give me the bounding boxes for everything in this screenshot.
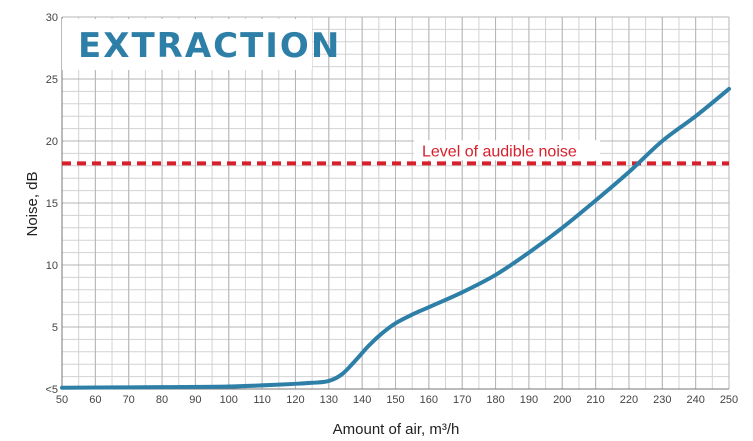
- x-tick-label: 80: [156, 394, 168, 406]
- reference-line-label: Level of audible noise: [422, 143, 577, 160]
- x-tick-labels: 50 60 70 80 90 100 110 120 130 140 150 160 170 180 190…: [56, 394, 738, 406]
- x-tick-label: 160: [420, 394, 438, 406]
- y-tick-label: 25: [46, 74, 58, 86]
- y-tick-labels: <5 5 10 15 20 25 30: [45, 12, 58, 396]
- x-tick-label: 220: [620, 394, 638, 406]
- x-tick-label: 210: [586, 394, 604, 406]
- title-badge-background: [62, 19, 312, 70]
- title-badge: EXTRACTION: [62, 19, 341, 70]
- y-tick-label: 15: [46, 198, 58, 210]
- x-tick-label: 90: [189, 394, 201, 406]
- x-tick-label: 170: [453, 394, 471, 406]
- x-tick-label: 180: [486, 394, 504, 406]
- noise-curve: [60, 86, 731, 390]
- y-tick-label: 30: [46, 12, 58, 24]
- x-tick-label: 140: [353, 394, 371, 406]
- x-tick-label: 120: [286, 394, 304, 406]
- x-tick-label: 60: [89, 394, 101, 406]
- x-tick-label: 250: [720, 394, 738, 406]
- x-tick-label: 150: [386, 394, 404, 406]
- x-tick-label: 190: [520, 394, 538, 406]
- y-tick-label: 10: [46, 260, 58, 272]
- reference-label-background: [414, 140, 600, 161]
- x-tick-label: 70: [123, 394, 135, 406]
- x-tick-label: 50: [56, 394, 68, 406]
- y-tick-label: <5: [45, 384, 58, 396]
- x-tick-label: 100: [220, 394, 238, 406]
- x-tick-label: 130: [320, 394, 338, 406]
- y-axis-title: Noise, dB: [24, 171, 41, 236]
- x-tick-label: 230: [653, 394, 671, 406]
- x-tick-label: 240: [686, 394, 704, 406]
- grid-major: [61, 16, 730, 390]
- x-tick-label: 200: [553, 394, 571, 406]
- y-tick-label: 20: [46, 136, 58, 148]
- chart-title: EXTRACTION: [78, 26, 341, 66]
- x-tick-label: 110: [253, 394, 271, 406]
- y-tick-label: 5: [52, 322, 58, 334]
- x-axis-title: Amount of air, m³/h: [333, 421, 460, 438]
- reference-line-group: Level of audible noise: [62, 140, 729, 166]
